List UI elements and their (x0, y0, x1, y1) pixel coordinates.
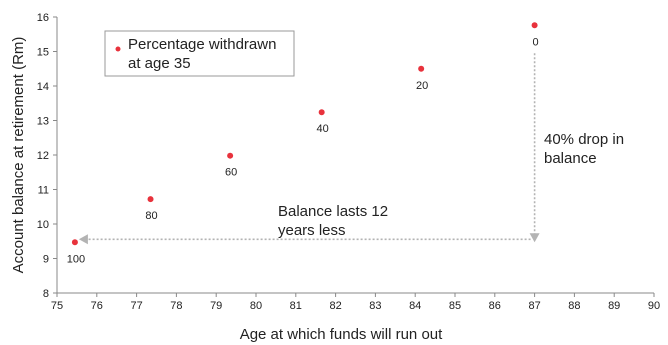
data-point (71, 239, 78, 246)
y-tick-label: 15 (37, 47, 49, 59)
x-tick-label: 89 (608, 300, 620, 312)
drop-annotation-line1: 40% drop in (544, 131, 624, 148)
y-axis-title: Account balance at retirement (Rm) (10, 37, 27, 274)
y-tick-label: 9 (43, 254, 49, 266)
x-tick-label: 90 (648, 300, 660, 312)
x-tick-label: 80 (250, 300, 262, 312)
legend: Percentage withdrawn at age 35 (104, 30, 295, 77)
data-point-label: 20 (416, 80, 428, 92)
data-point (318, 109, 325, 116)
lasts-annotation-line1: Balance lasts 12 (278, 203, 388, 220)
annotation-arrows (78, 53, 540, 245)
drop-annotation-line2: balance (544, 150, 597, 167)
data-point-label: 40 (317, 123, 329, 135)
x-axis-title: Age at which funds will run out (240, 326, 443, 343)
data-point (531, 22, 538, 29)
x-tick-label: 88 (568, 300, 580, 312)
y-tick-label: 8 (43, 288, 49, 300)
legend-marker (115, 46, 121, 52)
x-tick-label: 82 (329, 300, 341, 312)
x-tick-label: 76 (91, 300, 103, 312)
x-tick-label: 85 (449, 300, 461, 312)
x-tick-label: 77 (130, 300, 142, 312)
x-tick-label: 81 (290, 300, 302, 312)
data-point (418, 65, 425, 72)
legend-label-line2: at age 35 (128, 55, 191, 72)
data-point-label: 80 (145, 210, 157, 222)
y-axis-ticks: 8 9 10 11 12 13 14 15 16 (37, 12, 57, 300)
vertical-arrow-head (529, 233, 540, 243)
x-tick-label: 86 (489, 300, 501, 312)
data-points: 100 80 60 40 20 0 (67, 22, 539, 265)
x-tick-label: 75 (51, 300, 63, 312)
x-tick-label: 79 (210, 300, 222, 312)
legend-label-line1: Percentage withdrawn (128, 36, 276, 53)
legend-box (104, 30, 295, 77)
x-tick-label: 83 (369, 300, 381, 312)
x-tick-label: 78 (170, 300, 182, 312)
y-tick-label: 11 (38, 185, 49, 197)
y-tick-label: 14 (37, 81, 49, 93)
lasts-annotation-line2: years less (278, 222, 346, 239)
data-point-label: 0 (533, 36, 539, 48)
x-tick-label: 84 (409, 300, 421, 312)
data-point-label: 100 (67, 253, 85, 265)
x-tick-label: 87 (528, 300, 540, 312)
data-point (227, 152, 234, 159)
y-tick-label: 16 (37, 12, 49, 24)
data-point (147, 196, 154, 203)
x-axis-ticks: 75 76 77 78 79 80 81 82 83 84 85 86 87 88 89 90 (51, 293, 660, 312)
y-tick-label: 13 (37, 116, 49, 128)
data-point-label: 60 (225, 167, 237, 179)
horizontal-arrow-head (78, 234, 88, 245)
y-tick-label: 12 (37, 150, 49, 162)
y-tick-label: 10 (37, 219, 49, 231)
